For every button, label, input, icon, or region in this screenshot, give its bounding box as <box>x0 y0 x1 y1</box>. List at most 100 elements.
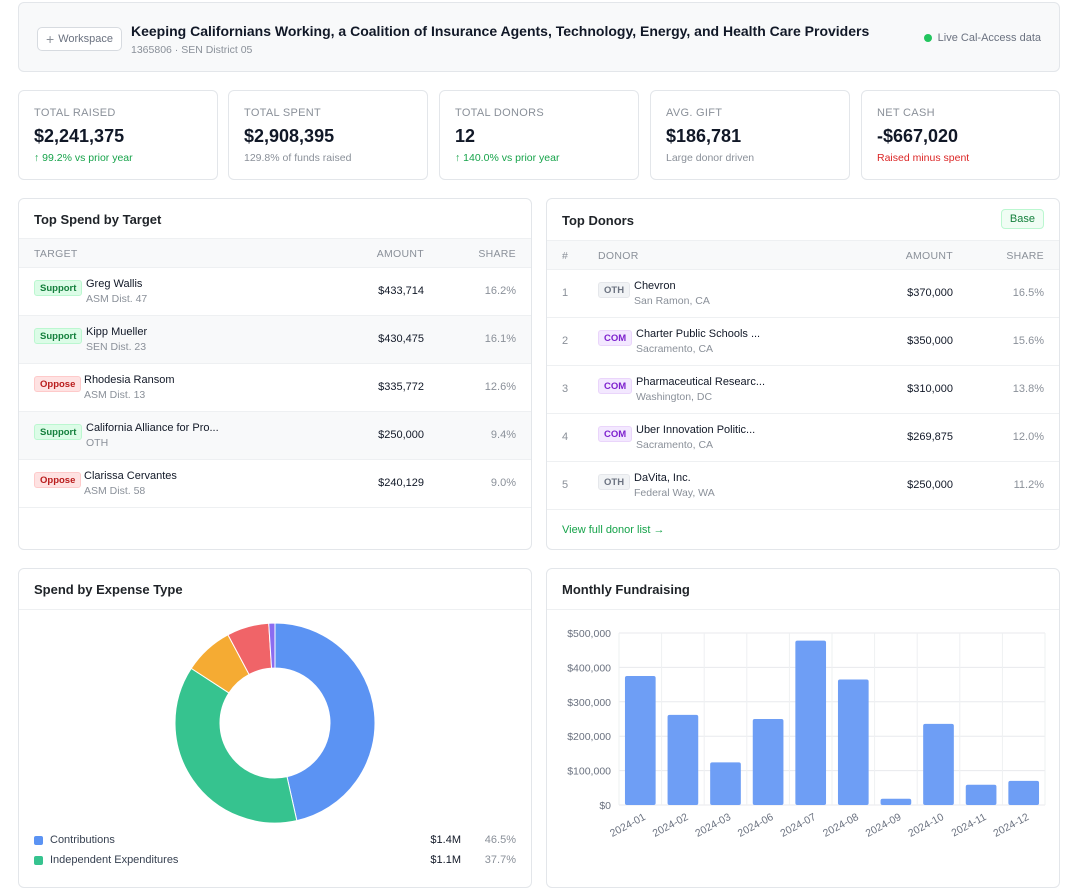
share: 15.6% <box>1012 335 1044 347</box>
position-badge: Support <box>34 328 83 344</box>
table-row[interactable]: Oppose Clarissa Cervantes ASM Dist. 58 $240… <box>19 460 531 508</box>
y-tick-label: $400,000 <box>567 662 611 674</box>
kpi-net-cash: NET CASH -$667,020 Raised minus spent <box>861 90 1060 180</box>
bar[interactable] <box>837 679 869 805</box>
target-name: California Alliance for Pro... <box>86 422 219 434</box>
kpi-value: $2,241,375 <box>34 126 125 146</box>
target-district: ASM Dist. 47 <box>86 293 148 305</box>
legend-label: Contributions <box>50 834 115 846</box>
x-tick-label: 2024-02 <box>651 811 691 840</box>
legend-share: 37.7% <box>484 854 516 866</box>
amount: $430,475 <box>378 333 424 345</box>
committee-subtitle: 1365806 · SEN District 05 <box>131 44 253 56</box>
share: 9.4% <box>490 429 516 441</box>
amount: $250,000 <box>907 479 953 491</box>
donor-type-badge: OTH <box>598 282 631 298</box>
share: 13.8% <box>1012 383 1044 395</box>
kpi-label: TOTAL RAISED <box>34 107 116 119</box>
position-badge: Oppose <box>34 376 82 392</box>
target-name: Rhodesia Ransom <box>84 374 175 386</box>
view-full-donor-list-link[interactable]: View full donor list → <box>562 524 665 536</box>
donut-slice[interactable] <box>268 622 276 669</box>
col-share: SHARE <box>1006 250 1044 262</box>
base-tag[interactable]: Base <box>1000 209 1044 229</box>
amount: $350,000 <box>907 335 953 347</box>
bar[interactable] <box>795 640 827 805</box>
monthly-fundraising-chart: $0 $100,000 $200,000 $300,000 $400,000 $500,0… <box>567 628 1046 840</box>
table-row[interactable]: Support Kipp Mueller SEN Dist. 23 $430,475 1… <box>19 316 531 364</box>
amount: $433,714 <box>378 285 424 297</box>
amount: $335,772 <box>378 381 424 393</box>
amount: $310,000 <box>907 383 953 395</box>
table-row[interactable]: Support Greg Wallis ASM Dist. 47 $433,714 16… <box>19 268 531 316</box>
kpi-value: -$667,020 <box>877 126 959 146</box>
amount: $269,875 <box>907 431 953 443</box>
table-row[interactable]: 2 COM Charter Public Schools ... Sacramento… <box>547 318 1059 366</box>
bar[interactable] <box>923 723 954 805</box>
donor-name: Pharmaceutical Researc... <box>636 376 765 388</box>
legend-value: $1.1M <box>430 854 461 866</box>
donor-name: Uber Innovation Politic... <box>636 424 756 436</box>
bar[interactable] <box>965 784 997 805</box>
bar[interactable] <box>667 714 699 805</box>
target-district: ASM Dist. 13 <box>84 389 146 401</box>
kpi-note: ↑ 99.2% vs prior year <box>34 152 133 164</box>
kpi-note: Raised minus spent <box>877 152 970 164</box>
col-share: SHARE <box>478 248 516 260</box>
panel-title: Spend by Expense Type <box>34 582 183 597</box>
kpi-label: TOTAL SPENT <box>244 107 322 119</box>
donut-slice[interactable] <box>274 622 376 822</box>
monthly-fundraising-panel: Monthly Fundraising $0 $100,000 $200,000 $3… <box>546 568 1060 888</box>
table-header: TARGET AMOUNT SHARE <box>19 238 531 268</box>
divider <box>19 609 531 610</box>
position-badge: Support <box>34 280 83 296</box>
bar[interactable] <box>710 762 741 805</box>
bar[interactable] <box>752 719 784 805</box>
table-row[interactable]: Support California Alliance for Pro... OTH… <box>19 412 531 460</box>
expense-donut-chart <box>174 622 376 824</box>
amount: $240,129 <box>378 477 424 489</box>
x-tick-label: 2024-10 <box>906 811 946 840</box>
x-tick-label: 2024-06 <box>736 811 776 840</box>
bar[interactable] <box>880 798 912 805</box>
kpi-note: 129.8% of funds raised <box>244 152 352 164</box>
y-tick-label: $100,000 <box>567 766 611 778</box>
donor-location: Federal Way, WA <box>634 487 715 499</box>
legend-swatch <box>34 836 43 845</box>
share: 9.0% <box>490 477 516 489</box>
bar[interactable] <box>624 676 656 805</box>
table-row[interactable]: 1 OTH Chevron San Ramon, CA $370,000 16.5% <box>547 270 1059 318</box>
position-badge: Support <box>34 424 83 440</box>
kpi-total-donors: TOTAL DONORS 12 ↑ 140.0% vs prior year <box>439 90 639 180</box>
top-spend-panel: Top Spend by Target TARGET AMOUNT SHARE … <box>18 198 532 550</box>
donor-location: Sacramento, CA <box>636 343 714 355</box>
table-row[interactable]: 3 COM Pharmaceutical Researc... Washington,… <box>547 366 1059 414</box>
kpi-avg-gift: AVG. GIFT $186,781 Large donor driven <box>650 90 850 180</box>
legend-label: Independent Expenditures <box>50 854 179 866</box>
x-tick-label: 2024-08 <box>821 811 861 840</box>
table-row[interactable]: 5 OTH DaVita, Inc. Federal Way, WA $250,000 1… <box>547 462 1059 510</box>
kpi-value: $2,908,395 <box>244 126 335 146</box>
y-tick-label: $200,000 <box>567 731 611 743</box>
y-tick-label: $300,000 <box>567 697 611 709</box>
bar[interactable] <box>1008 780 1040 805</box>
donor-name: Charter Public Schools ... <box>636 328 761 340</box>
target-name: Greg Wallis <box>86 278 143 290</box>
committee-title: Keeping Californians Working, a Coalitio… <box>131 23 870 39</box>
legend-share: 46.5% <box>484 834 516 846</box>
workspace-button[interactable]: + Workspace <box>37 27 123 51</box>
table-row[interactable]: Oppose Rhodesia Ransom ASM Dist. 13 $335,77… <box>19 364 531 412</box>
y-tick-label: $0 <box>599 800 611 812</box>
share: 12.6% <box>484 381 516 393</box>
x-tick-label: 2024-07 <box>778 811 818 840</box>
amount: $370,000 <box>907 287 953 299</box>
kpi-note: Large donor driven <box>666 152 755 164</box>
row-index: 5 <box>562 479 569 491</box>
x-tick-label: 2024-12 <box>991 811 1031 840</box>
target-name: Kipp Mueller <box>86 326 148 338</box>
y-tick-label: $500,000 <box>567 628 611 640</box>
donut-slice[interactable] <box>174 667 298 824</box>
target-district: ASM Dist. 58 <box>84 485 146 497</box>
table-row[interactable]: 4 COM Uber Innovation Politic... Sacramento… <box>547 414 1059 462</box>
share: 11.2% <box>1013 479 1044 491</box>
